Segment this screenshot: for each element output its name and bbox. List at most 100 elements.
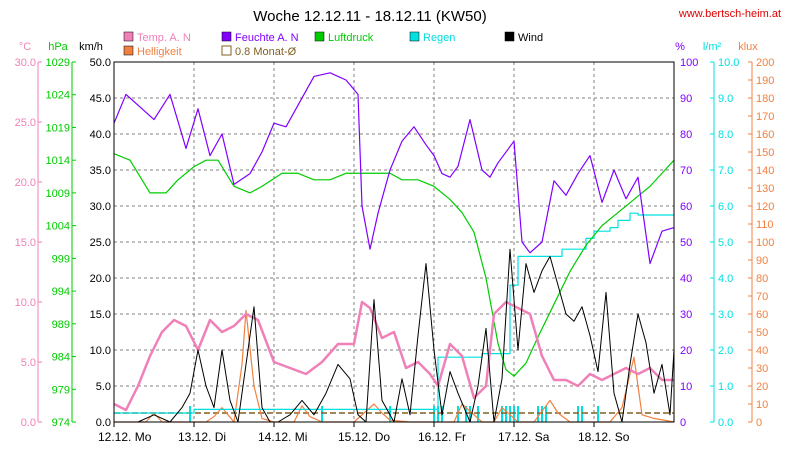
y-tick-label-hum: 80 <box>680 129 692 141</box>
legend-label: Regen <box>423 32 455 44</box>
series-line-luftdruck <box>113 153 675 377</box>
y-tick-label-temp: 30.0 <box>15 57 36 69</box>
legend-label: Feuchte A. N <box>235 32 299 44</box>
y-tick-label-lux: 180 <box>756 93 774 105</box>
y-tick-label-lux: 110 <box>756 219 774 231</box>
y-tick-label-rain: 6.0 <box>718 201 733 213</box>
plot-frame <box>113 61 675 423</box>
y-tick-label-wind: 30.0 <box>90 201 111 213</box>
legend-swatch <box>409 31 420 42</box>
y-tick-label-temp: 5.0 <box>21 357 36 369</box>
legend-label: Helligkeit <box>137 46 182 58</box>
y-tick-label-rain: 1.0 <box>718 381 733 393</box>
y-tick-label-temp: 25.0 <box>15 117 36 129</box>
y-tick-label-rain: 10.0 <box>718 57 739 69</box>
y-tick-label-wind: 45.0 <box>90 93 111 105</box>
y-tick-label-press: 1009 <box>46 188 70 200</box>
y-tick-label-lux: 160 <box>756 129 774 141</box>
y-axis-unit-wind: km/h <box>79 41 103 53</box>
y-tick-label-press: 989 <box>52 319 70 331</box>
y-tick-label-wind: 40.0 <box>90 129 111 141</box>
y-tick-label-press: 1024 <box>46 90 70 102</box>
y-tick-label-lux: 120 <box>756 201 774 213</box>
y-tick-label-press: 984 <box>52 352 70 364</box>
y-tick-label-wind: 5.0 <box>96 381 111 393</box>
y-tick-label-press: 994 <box>52 286 70 298</box>
y-tick-label-wind: 15.0 <box>90 309 111 321</box>
plot-border <box>113 61 675 423</box>
y-tick-label-lux: 90 <box>756 255 768 267</box>
y-tick-label-lux: 140 <box>756 165 774 177</box>
chart-title: Woche 12.12.11 - 18.12.11 (KW50) <box>253 8 486 25</box>
y-axis-unit-rain: l/m² <box>703 41 722 53</box>
y-tick-label-lux: 130 <box>756 183 774 195</box>
y-tick-label-hum: 90 <box>680 93 692 105</box>
series-line-feuchte-a-n <box>113 72 675 265</box>
y-tick-label-hum: 20 <box>680 345 692 357</box>
y-tick-label-lux: 70 <box>756 291 768 303</box>
series-line-regen <box>114 212 674 414</box>
y-tick-label-rain: 7.0 <box>718 165 733 177</box>
y-tick-label-lux: 150 <box>756 147 774 159</box>
y-tick-label-rain: 0.0 <box>718 417 733 429</box>
legend-swatch <box>123 45 134 56</box>
series-layer <box>113 72 675 423</box>
series-line-temp-a-n <box>113 300 674 412</box>
y-axis-unit-temp: °C <box>19 41 31 53</box>
y-axis-unit-hum: % <box>675 41 685 53</box>
site-url: www.bertsch-heim.at <box>678 8 781 20</box>
x-tick-label: 13.12. Di <box>178 430 226 444</box>
y-tick-label-lux: 200 <box>756 57 774 69</box>
legend-label: Temp. A. N <box>137 32 191 44</box>
y-tick-label-press: 979 <box>52 384 70 396</box>
y-tick-label-wind: 20.0 <box>90 273 111 285</box>
y-tick-label-rain: 9.0 <box>718 93 733 105</box>
y-tick-label-rain: 5.0 <box>718 237 733 249</box>
y-tick-label-hum: 50 <box>680 237 692 249</box>
series-line-helligkeit <box>114 309 675 423</box>
y-tick-label-wind: 0.0 <box>96 417 111 429</box>
y-tick-label-wind: 35.0 <box>90 165 111 177</box>
y-tick-label-lux: 40 <box>756 345 768 357</box>
y-tick-label-temp: 20.0 <box>15 177 36 189</box>
y-tick-label-hum: 70 <box>680 165 692 177</box>
y-tick-label-rain: 2.0 <box>718 345 733 357</box>
y-tick-label-press: 1019 <box>46 122 70 134</box>
x-tick-label: 12.12. Mo <box>98 430 152 444</box>
y-tick-label-rain: 3.0 <box>718 309 733 321</box>
legend: Temp. A. N Feuchte A. N Luftdruck Regen Wind… <box>123 31 543 58</box>
legend-swatch <box>314 31 325 42</box>
axes-layer: 30.025.020.015.010.05.00.0°C102910241019… <box>15 41 775 429</box>
x-tick-label: 14.12. Mi <box>258 430 307 444</box>
legend-label: 0.8 Monat-Ø <box>235 46 297 58</box>
y-tick-label-lux: 190 <box>756 75 774 87</box>
y-axis-unit-lux: klux <box>738 41 758 53</box>
y-tick-label-temp: 0.0 <box>21 417 36 429</box>
y-tick-label-lux: 10 <box>756 399 768 411</box>
y-axis-unit-press: hPa <box>48 41 68 53</box>
y-tick-label-lux: 0 <box>756 417 762 429</box>
y-tick-label-lux: 20 <box>756 381 768 393</box>
y-tick-label-hum: 100 <box>680 57 698 69</box>
y-tick-label-wind: 50.0 <box>90 57 111 69</box>
y-tick-label-hum: 60 <box>680 201 692 213</box>
legend-swatch <box>504 31 515 42</box>
y-tick-label-temp: 10.0 <box>15 297 36 309</box>
y-tick-label-lux: 170 <box>756 111 774 123</box>
y-tick-label-lux: 100 <box>756 237 774 249</box>
y-tick-label-temp: 15.0 <box>15 237 36 249</box>
y-tick-label-lux: 30 <box>756 363 768 375</box>
y-tick-label-press: 974 <box>52 417 70 429</box>
y-tick-label-lux: 80 <box>756 273 768 285</box>
y-tick-label-hum: 30 <box>680 309 692 321</box>
y-tick-label-lux: 50 <box>756 327 768 339</box>
y-tick-label-wind: 10.0 <box>90 345 111 357</box>
y-tick-label-press: 999 <box>52 253 70 265</box>
y-tick-label-lux: 60 <box>756 309 768 321</box>
legend-label: Luftdruck <box>328 32 374 44</box>
legend-swatch <box>221 45 232 56</box>
y-tick-label-hum: 10 <box>680 381 692 393</box>
legend-swatch <box>221 31 232 42</box>
x-axis: 12.12. Mo 13.12. Di 14.12. Mi 15.12. Do 16.1… <box>98 422 630 444</box>
x-tick-label: 18.12. So <box>578 430 630 444</box>
